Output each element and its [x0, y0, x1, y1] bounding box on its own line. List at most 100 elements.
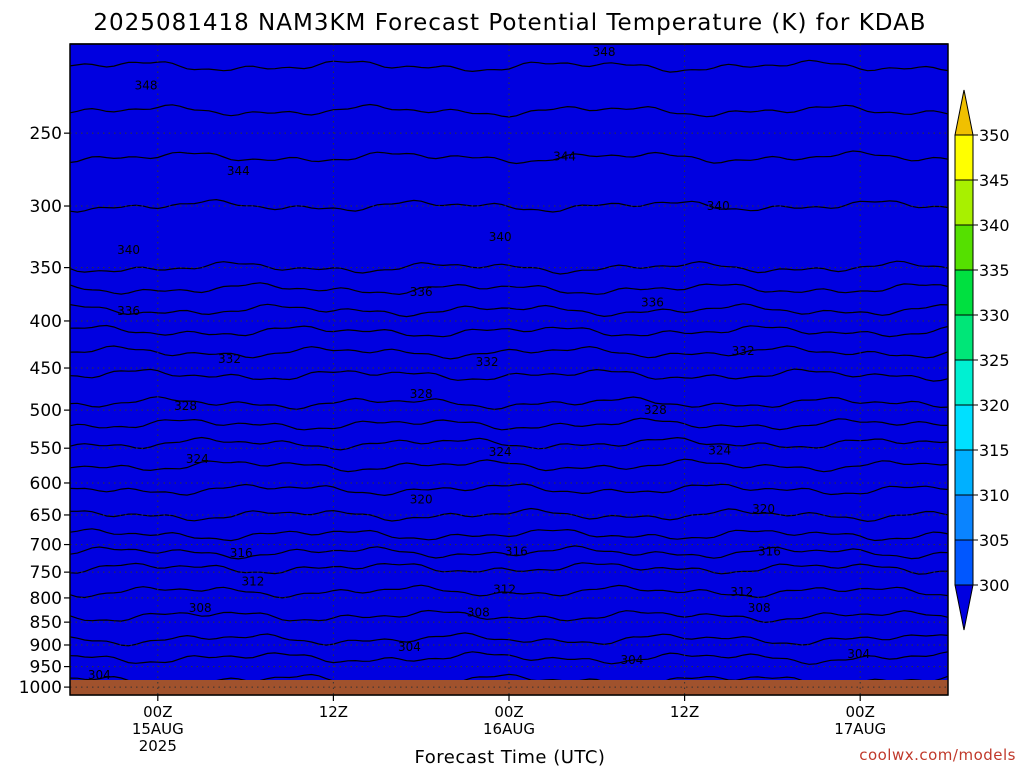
colorbar-swatch [954, 134, 974, 181]
contour-label: 332 [732, 344, 755, 358]
contour-label-text: 340 [489, 230, 512, 244]
contour-label: 328 [410, 387, 433, 401]
x-tick-label: 00Z [143, 703, 172, 721]
isentrope-line [69, 345, 949, 360]
colorbar-swatch [954, 359, 974, 406]
contour-label: 348 [593, 45, 616, 59]
contour-label: 340 [489, 230, 512, 244]
x-tick-label: 16AUG [483, 720, 535, 738]
contour-label: 308 [748, 601, 771, 615]
contour-label: 308 [189, 601, 212, 615]
contour-label: 316 [758, 544, 781, 558]
contour-label-text: 332 [732, 344, 755, 358]
isentrope-line [69, 198, 949, 213]
contour-label-text: 344 [227, 164, 250, 178]
colorbar-tick-label: 305 [979, 531, 1010, 550]
contour-label: 328 [644, 403, 667, 417]
y-tick-label: 500 [30, 401, 62, 421]
y-tick-label: 1000 [19, 678, 62, 698]
contour-label-text: 320 [752, 502, 775, 516]
contour-label-text: 332 [476, 355, 499, 369]
contour-label-text: 336 [117, 304, 140, 318]
contour-label-text: 332 [218, 352, 241, 366]
y-axis: 250 300 350 400 450 500 550 600 650 700 750 800 850 9… [19, 124, 70, 698]
y-tick-label: 550 [30, 439, 62, 459]
contour-label: 316 [505, 544, 528, 558]
contour-label: 332 [218, 352, 241, 366]
x-tick-label: 00Z [494, 703, 523, 721]
y-tick-label: 750 [30, 563, 62, 583]
contour-label-text: 304 [847, 647, 870, 661]
contour-label-text: 304 [88, 668, 111, 682]
colorbar-tick-label: 345 [979, 171, 1010, 190]
contour-label: 344 [227, 164, 250, 178]
contour-label: 304 [88, 668, 111, 682]
colorbar-swatch [954, 314, 974, 361]
contour-label-text: 348 [135, 79, 158, 93]
colorbar-lower-arrow [954, 584, 974, 631]
colorbar-tick-label: 340 [979, 216, 1010, 235]
contour-label: 348 [135, 79, 158, 93]
colorbar-tick-label: 310 [979, 486, 1010, 505]
grid-lines [70, 44, 948, 695]
colorbar-tick-label: 300 [979, 576, 1010, 595]
isentrope-line [69, 528, 949, 542]
colorbar-tick-label: 325 [979, 351, 1010, 370]
contour-label: 320 [752, 502, 775, 516]
y-tick-label: 800 [30, 589, 62, 609]
contour-label: 324 [708, 443, 731, 457]
isentrope-line [69, 150, 949, 165]
contour-label-text: 320 [410, 492, 433, 506]
contour-label-text: 312 [730, 585, 753, 599]
contour-label: 304 [620, 653, 643, 667]
contour-label: 324 [186, 452, 209, 466]
contour-label: 312 [241, 575, 264, 589]
contour-labels: 348 348 344 344 340 340 340 336 336 336 332 332 332 3… [88, 45, 870, 682]
contour-label: 304 [847, 647, 870, 661]
contour-label-text: 324 [186, 452, 209, 466]
contour-label: 312 [730, 585, 753, 599]
contour-label-text: 304 [620, 653, 643, 667]
colorbar-tick-label: 330 [979, 306, 1010, 325]
isentrope-line [69, 584, 949, 599]
contour-label: 312 [493, 582, 516, 596]
y-tick-label: 350 [30, 259, 62, 279]
y-tick-label: 600 [30, 474, 62, 494]
contour-label-text: 324 [489, 445, 512, 459]
isentrope-line [70, 507, 949, 523]
contour-label: 304 [398, 640, 421, 654]
contour-label: 336 [410, 285, 433, 299]
contour-label: 332 [476, 355, 499, 369]
contour-label-text: 336 [410, 285, 433, 299]
x-tick-label: 15AUG [132, 720, 184, 738]
contour-label-text: 324 [708, 443, 731, 457]
colorbar-swatch [954, 449, 974, 496]
colorbar-upper-arrow [954, 89, 974, 136]
contour-label-text: 308 [748, 601, 771, 615]
contour-label-text: 348 [593, 45, 616, 59]
contour-label-text: 316 [230, 546, 253, 560]
colorbar-swatch [954, 269, 974, 316]
y-tick-label: 650 [30, 506, 62, 526]
y-tick-label: 900 [30, 636, 62, 656]
y-tick-label: 400 [30, 312, 62, 332]
contour-label: 320 [410, 492, 433, 506]
colorbar-swatch [954, 179, 974, 226]
colorbar-tick-label: 350 [979, 126, 1010, 145]
contour-label-text: 316 [758, 544, 781, 558]
x-tick-label: 17AUG [834, 720, 886, 738]
isentrope-line [69, 396, 949, 411]
contour-label: 344 [553, 149, 576, 163]
isentrope-line [69, 59, 949, 73]
contour-label: 308 [467, 606, 490, 620]
credit-link[interactable]: coolwx.com/models [859, 746, 1016, 764]
colorbar-tick-label: 320 [979, 396, 1010, 415]
colorbar-swatch [954, 224, 974, 271]
x-tick-label: 12Z [670, 703, 699, 721]
x-axis-label: Forecast Time (UTC) [415, 747, 606, 768]
contour-label-text: 336 [641, 296, 664, 310]
colorbar: 300 305 310 315 320 325 330 335 340 345 350 [954, 89, 1010, 631]
contour-label-text: 340 [707, 199, 730, 213]
